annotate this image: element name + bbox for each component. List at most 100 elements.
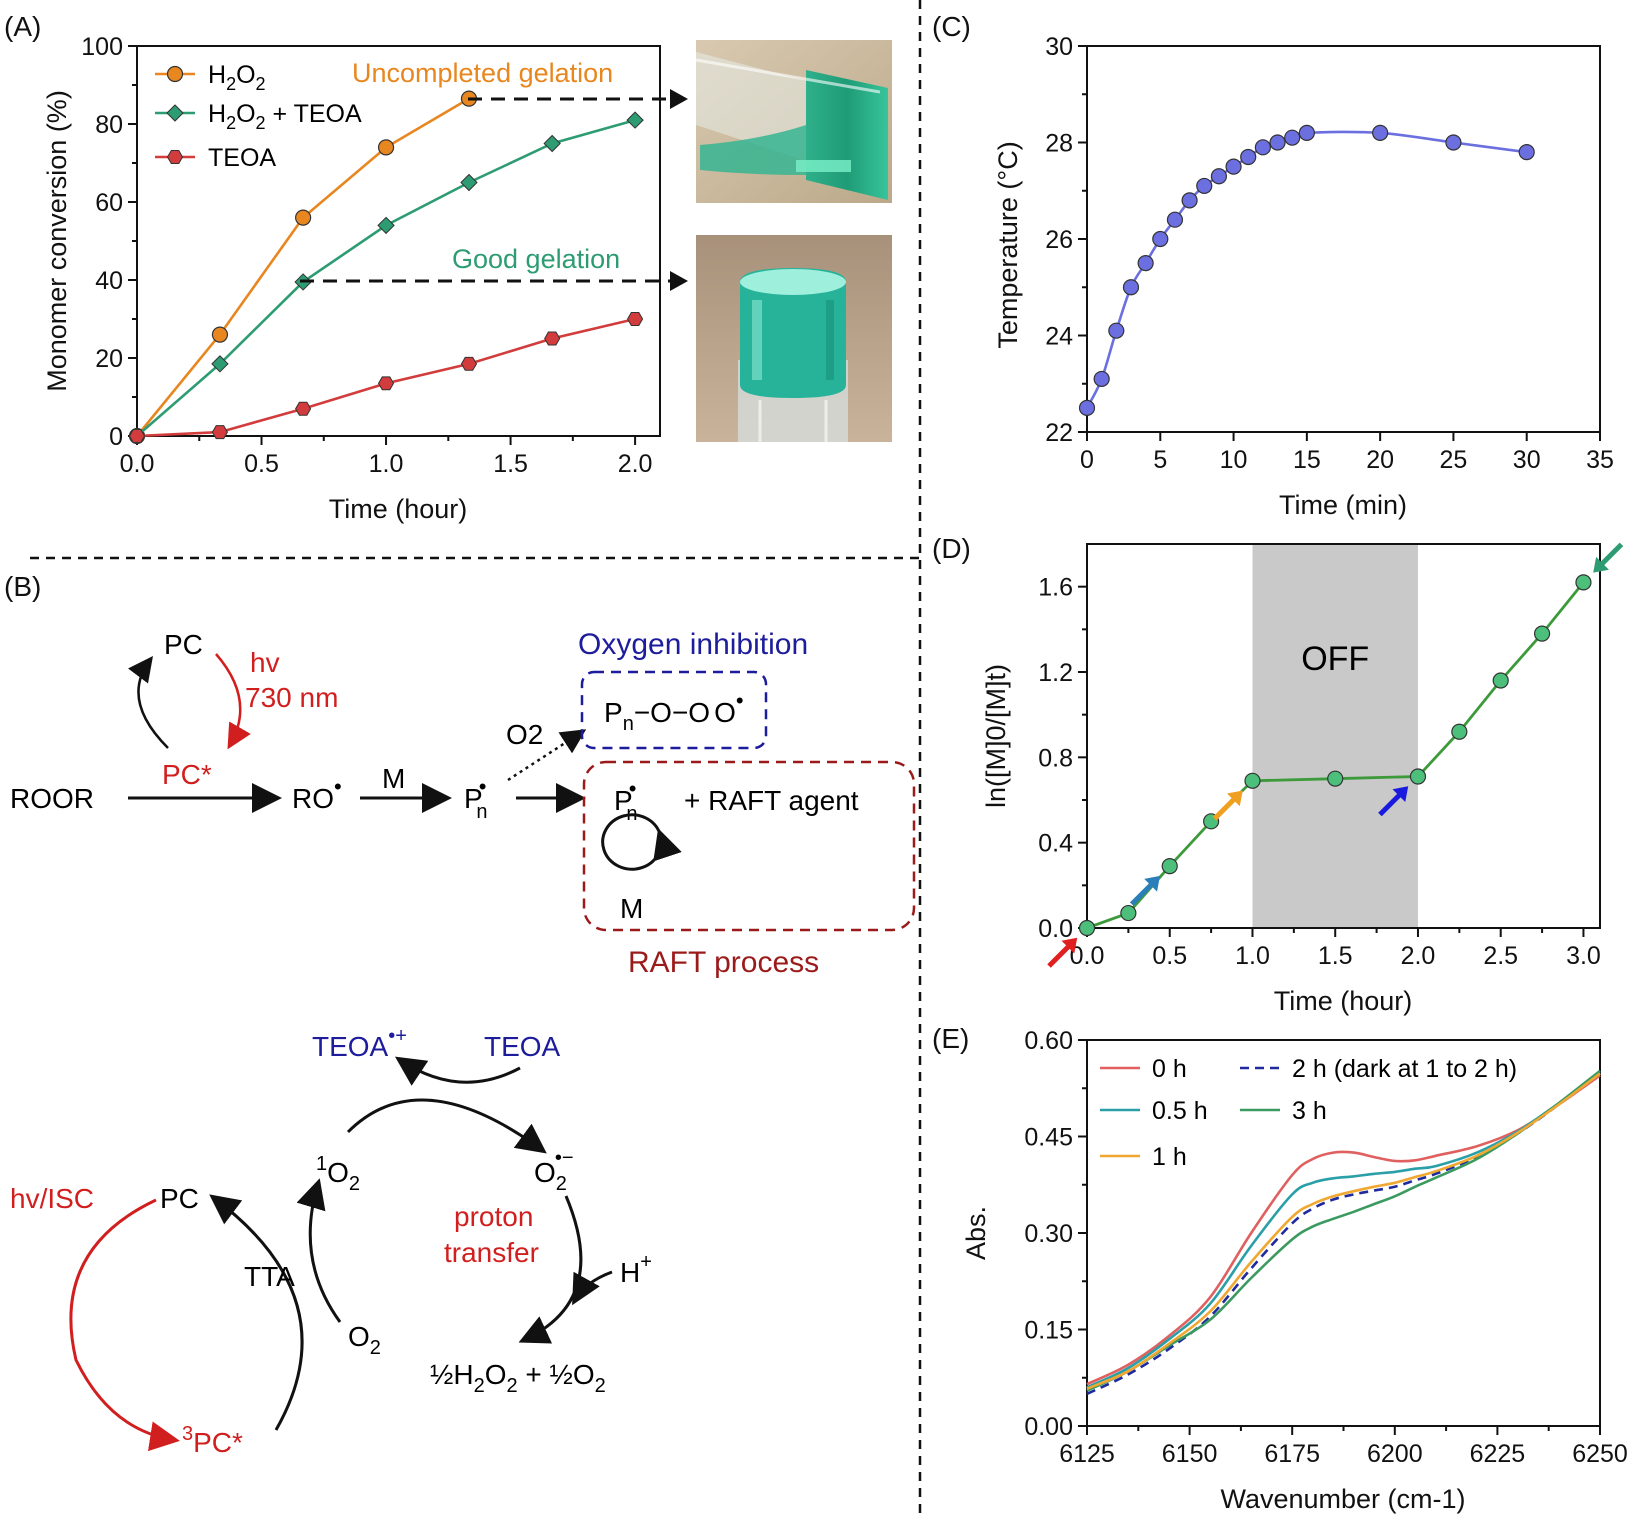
kinetics-point-1 <box>1120 904 1137 922</box>
temperature-point-3 <box>1122 279 1140 296</box>
kinetics-point-6 <box>1409 768 1427 785</box>
legend-marker-1 <box>166 104 184 122</box>
panel-label-e: (E) <box>932 1023 969 1054</box>
kinetics-point-10 <box>1575 574 1592 591</box>
kinetics-point-4 <box>1244 772 1261 789</box>
scheme-singlet-o2: 1O2 <box>316 1153 360 1195</box>
y-tick-label: 22 <box>1045 419 1073 447</box>
kinetics-point-0 <box>1078 919 1096 937</box>
kinetics-point-9 <box>1533 625 1551 642</box>
x-tick-label: 1.5 <box>493 450 528 478</box>
scheme-products: ½H2O2 + ½O2 <box>430 1359 606 1397</box>
temperature-point-11 <box>1240 148 1257 166</box>
data-point-2-0 <box>128 429 146 443</box>
spectrum-line-4 <box>1086 1072 1601 1390</box>
data-point-2-1 <box>211 425 228 440</box>
scheme-roor: ROOR <box>10 783 94 814</box>
y-tick-label: 0.8 <box>1038 744 1073 772</box>
y-tick-label: 0 <box>109 423 123 451</box>
legend-label-0: H2O2 <box>208 61 266 94</box>
temperature-point-10 <box>1225 158 1242 175</box>
spectrum-line-2 <box>1086 1072 1601 1389</box>
kinetics-point-7 <box>1451 723 1468 740</box>
arrow-uncompleted-head <box>670 89 688 109</box>
scheme-tta-label: TTA <box>244 1261 295 1292</box>
indicator-arrowhead-0 <box>1061 937 1078 954</box>
temperature-point-17 <box>1445 134 1462 151</box>
cycle-arrow-left <box>128 655 169 749</box>
y-tick-label: 80 <box>95 111 123 139</box>
y-tick-label: 60 <box>95 189 123 217</box>
scheme-m1: M <box>382 763 405 794</box>
y-tick-label: 30 <box>1045 33 1073 61</box>
plot-frame <box>1086 543 1601 929</box>
x-tick-label: 35 <box>1586 446 1614 474</box>
chart-e-plot: 6125 6150 6175 6200 6225 6250 0.00 0.15 0.30 0.45… <box>961 1027 1628 1514</box>
scheme-ro: RO• <box>292 774 342 814</box>
x-tick-label: 1.5 <box>1318 942 1353 970</box>
chart-c-plot: 0 5 10 15 20 25 30 35 22 24 26 28 30 Time (min) Temper… <box>993 33 1614 520</box>
temperature-point-14 <box>1284 129 1301 146</box>
off-region <box>1252 544 1418 928</box>
indicator-arrowhead-3 <box>1392 786 1409 803</box>
temperature-line <box>1085 130 1527 409</box>
indicator-arrowhead-2 <box>1227 790 1243 807</box>
x-tick-label: 2.5 <box>1483 942 1518 970</box>
panel-label-a: (A) <box>4 11 41 42</box>
x-tick-label: 0.5 <box>244 450 279 478</box>
x-tick-label: 0 <box>1080 446 1094 474</box>
scheme-wavelength: 730 nm <box>245 682 338 713</box>
temperature-point-5 <box>1152 230 1169 248</box>
x-tick-label: 2.0 <box>618 450 653 478</box>
x-tick-label: 6250 <box>1572 1440 1628 1468</box>
data-point-0-2 <box>295 209 312 226</box>
legend-label-1: 2 h (dark at 1 to 2 h) <box>1292 1055 1517 1083</box>
x-axis-title: Time (hour) <box>329 494 468 524</box>
scheme-o2: O2 <box>506 719 543 750</box>
scheme-teoa-radical: TEOA•+ <box>312 1025 407 1062</box>
scheme-m2: M <box>620 893 643 924</box>
chart-a-annotation-uncompleted: Uncompleted gelation <box>352 58 613 88</box>
spectrum-line-3 <box>1086 1069 1601 1392</box>
y-tick-label: 20 <box>95 345 123 373</box>
tta-left-arrow <box>209 1194 304 1431</box>
legend-label-4: 1 h <box>1152 1143 1187 1171</box>
legend-label-2: TEOA <box>208 144 276 172</box>
y-tick-label: 0.60 <box>1024 1027 1073 1055</box>
y-tick-label: 0.30 <box>1024 1220 1073 1248</box>
y-axis-title: Monomer conversion (%) <box>42 90 72 392</box>
data-point-1-5 <box>543 134 561 153</box>
y-tick-label: 40 <box>95 267 123 295</box>
temperature-point-15 <box>1298 124 1315 141</box>
scheme-teoa: TEOA <box>484 1031 561 1062</box>
y-axis-title: ln([M]0/[M]t) <box>981 664 1011 808</box>
scheme-superoxide: O2•− <box>534 1147 574 1195</box>
scheme-transfer: transfer <box>444 1237 539 1268</box>
y-tick-label: 0.00 <box>1024 1413 1073 1441</box>
y-tick-label: 100 <box>81 33 123 61</box>
scheme-peroxy: Pn−O−O O• <box>604 688 744 735</box>
panel-label-c: (C) <box>932 11 971 42</box>
chart-a-annotations: Uncompleted gelation Good gelation <box>300 58 688 291</box>
legend-label-3: 3 h <box>1292 1097 1327 1125</box>
isc-arrow <box>69 1198 180 1452</box>
scheme-raft: PC hv 730 nm PC* ROOR RO• M P• n O2 Oxyge… <box>10 628 916 979</box>
scheme-triplet-pc: 3PC* <box>182 1423 243 1458</box>
data-point-0-1 <box>211 326 229 343</box>
scheme-raft-agent: + RAFT agent <box>684 785 859 816</box>
temperature-point-8 <box>1196 177 1213 195</box>
y-tick-label: 0.0 <box>1038 915 1073 943</box>
y-tick-label: 28 <box>1045 130 1073 158</box>
data-point-2-5 <box>544 331 561 346</box>
raft-process-label: RAFT process <box>628 946 819 979</box>
temperature-point-16 <box>1372 124 1389 141</box>
temperature-point-12 <box>1254 139 1271 156</box>
temperature-point-2 <box>1108 322 1125 339</box>
temperature-point-13 <box>1269 134 1286 151</box>
y-tick-label: 24 <box>1045 323 1073 351</box>
hplus-arrow <box>572 1270 613 1306</box>
photo-good-gelation <box>696 235 892 442</box>
data-point-1-4 <box>460 173 478 192</box>
scheme-tta: TEOA•+ TEOA 1O2 O2•− proton transfer H+ … <box>10 1025 652 1458</box>
